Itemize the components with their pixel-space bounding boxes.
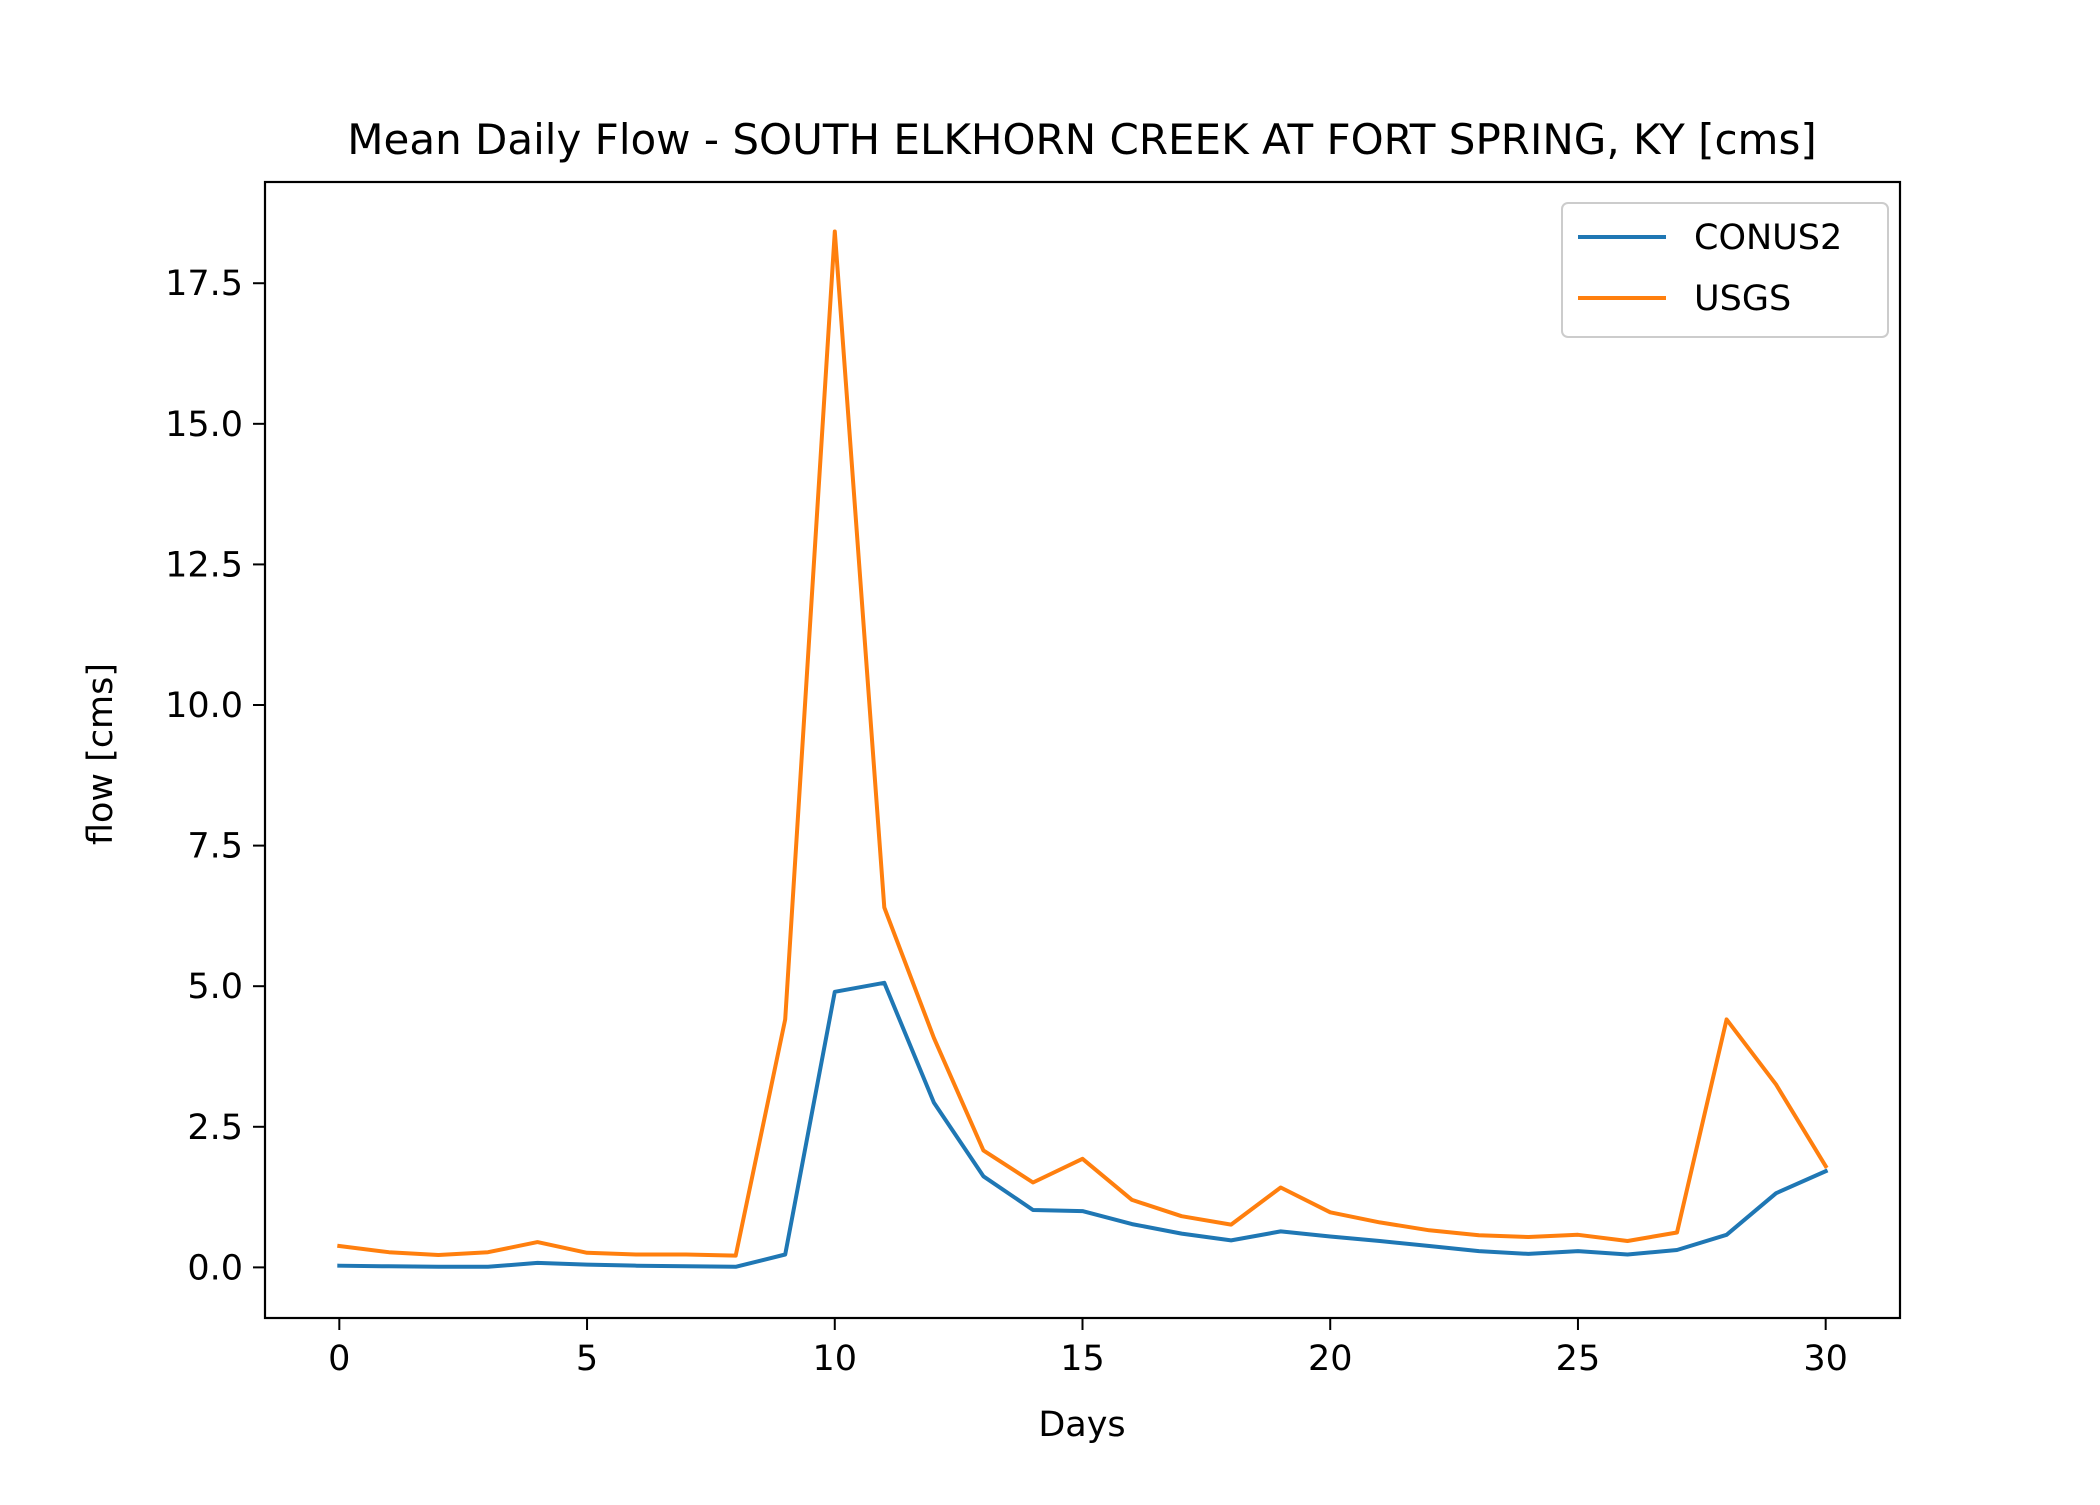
legend-label-usgs: USGS [1694, 279, 1791, 319]
y-axis-label: flow [cms] [81, 663, 121, 845]
x-tick-label: 0 [328, 1339, 350, 1379]
series-layer [337, 229, 1829, 1269]
x-tick-label: 10 [812, 1339, 857, 1379]
y-tick-label: 10.0 [165, 686, 243, 726]
x-axis-label: Days [1038, 1405, 1125, 1445]
x-tick-label: 5 [576, 1339, 598, 1379]
y-tick-label: 7.5 [187, 827, 243, 867]
x-tick-label: 25 [1556, 1339, 1601, 1379]
x-tick-label: 20 [1308, 1339, 1353, 1379]
legend: CONUS2 USGS [1561, 202, 1889, 338]
x-tick-label: 30 [1803, 1339, 1848, 1379]
chart-title: Mean Daily Flow - SOUTH ELKHORN CREEK AT… [347, 115, 1817, 164]
x-tick-label: 15 [1060, 1339, 1105, 1379]
y-tick-label: 2.5 [187, 1108, 243, 1148]
axes-layer: 0 5 10 15 20 25 30 0.0 2.5 5.0 7.5 10.0 12.5 15.0 17.5 [165, 180, 1902, 1379]
legend-label-conus2: CONUS2 [1694, 218, 1842, 258]
y-tick-label: 5.0 [187, 967, 243, 1007]
y-tick-label: 12.5 [165, 545, 243, 585]
y-tick-label: 17.5 [165, 264, 243, 304]
y-tick-label: 15.0 [165, 405, 243, 445]
series-line-conus2 [337, 980, 1829, 1269]
y-tick-label: 0.0 [187, 1248, 243, 1288]
series-line-usgs [337, 229, 1829, 1258]
